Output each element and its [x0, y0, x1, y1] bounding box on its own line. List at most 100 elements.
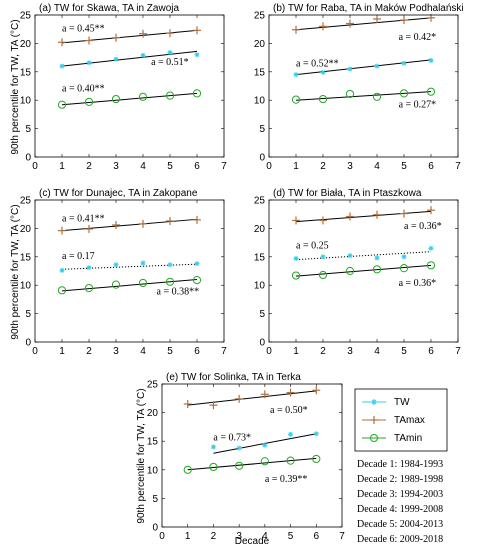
- y-tick-label: 15: [20, 67, 32, 78]
- slope-annotation: a = 0.51*: [151, 57, 189, 68]
- y-tick-label: 0: [152, 523, 158, 534]
- x-tick-label: 5: [167, 161, 173, 172]
- slope-annotation: a = 0.36*: [404, 221, 442, 232]
- point-tw: [374, 255, 380, 261]
- point-tamax: [400, 209, 408, 218]
- trend-line-tw: [295, 251, 432, 261]
- decade-item: Decade 6: 2009-2018: [357, 534, 443, 545]
- point-tamax: [166, 217, 174, 226]
- x-tick-label: 6: [428, 161, 434, 172]
- chart-title-a: (a) TW for Skawa, TA in Zawoja: [39, 3, 179, 14]
- point-tamin: [260, 457, 269, 466]
- point-tamax: [193, 215, 201, 224]
- x-tick-label: 7: [455, 161, 461, 172]
- point-tamax: [292, 25, 300, 34]
- y-tick-label: 5: [25, 309, 31, 320]
- point-tamax: [85, 224, 93, 233]
- point-tamax: [58, 38, 66, 47]
- y-tick-label: 20: [147, 408, 159, 419]
- trend-line-tamax: [295, 210, 432, 223]
- x-tick-label: 0: [32, 161, 38, 172]
- x-tick-label: 2: [86, 346, 92, 357]
- point-tw: [320, 254, 326, 260]
- y-tick-label: 0: [25, 338, 31, 349]
- point-tamax: [58, 226, 66, 235]
- point-tamax: [85, 36, 93, 45]
- point-tamin: [286, 456, 295, 465]
- chart-title-d: (d) TW for Biała, TA in Ptaszkowa: [273, 188, 422, 199]
- y-tick-label: 5: [259, 309, 265, 320]
- point-tamax: [373, 210, 381, 219]
- plot-frame-a: [34, 14, 225, 158]
- y-tick-label: 20: [254, 224, 266, 235]
- x-tick-label: 6: [194, 161, 200, 172]
- legend-entry-tamax: TAmax: [362, 415, 425, 426]
- decade-item: Decade 2: 1989-1998: [357, 474, 443, 485]
- point-tamax: [312, 386, 321, 395]
- point-tw: [313, 431, 319, 437]
- point-tamax: [209, 401, 218, 410]
- legend-label-tamin: TAmin: [394, 433, 422, 444]
- point-tamin: [372, 265, 382, 274]
- point-tamin: [84, 97, 94, 107]
- trend-line-tamin: [295, 91, 432, 101]
- point-tw: [59, 267, 65, 273]
- chart-panel-d: (d) TW for Biała, TA in Ptaszkowa 0 1 2 3 4 5 6…: [254, 188, 461, 357]
- point-tw: [288, 431, 294, 437]
- y-tick-label: 15: [147, 437, 159, 448]
- point-tamax: [346, 19, 354, 28]
- chart-title-c: (c) TW for Dunajec, TA in Zakopane: [39, 188, 198, 199]
- x-tick-label: 3: [347, 161, 353, 172]
- y-tick-label: 25: [254, 11, 266, 22]
- x-tick-label: 6: [428, 346, 434, 357]
- chart-title-e: (e) TW for Solinka, TA in Terka: [166, 372, 301, 383]
- slope-annotation: a = 0.50*: [270, 405, 308, 416]
- point-tamax: [319, 22, 327, 31]
- point-tamin: [345, 89, 355, 99]
- point-tamin: [318, 94, 328, 104]
- point-tamin: [345, 266, 355, 276]
- x-tick-label: 0: [159, 531, 165, 542]
- point-tamin: [372, 92, 382, 101]
- x-tick-label: 1: [59, 161, 65, 172]
- point-tamin: [165, 277, 175, 286]
- x-tick-label: 1: [293, 346, 299, 357]
- decade-item: Decade 4: 1999-2008: [357, 504, 443, 515]
- slope-annotation: a = 0.73*: [213, 433, 251, 444]
- y-tick-label: 25: [254, 196, 266, 207]
- chart-panel-e: (e) TW for Solinka, TA in Terka 0 1 2 3 4 5 6 7 0…: [147, 372, 345, 542]
- x-tick-label: 7: [221, 346, 227, 357]
- point-tw: [167, 262, 173, 268]
- xlabel-e: Decade: [235, 536, 270, 547]
- y-tick-label: 5: [259, 124, 265, 135]
- y-tick-label: 20: [20, 224, 32, 235]
- y-tick-label: 20: [20, 39, 32, 50]
- x-tick-label: 4: [262, 531, 268, 542]
- decade-item: Decade 5: 2004-2013: [357, 519, 443, 530]
- point-tw: [347, 66, 353, 72]
- trend-line-tamin: [61, 279, 198, 292]
- point-tw: [428, 57, 434, 63]
- y-tick-label: 25: [147, 380, 159, 391]
- y-tick-label: 10: [254, 96, 266, 107]
- decade-list: Decade 1: 1984-1993 Decade 2: 1989-1998 …: [357, 459, 443, 545]
- decade-item: Decade 3: 1994-2003: [357, 489, 443, 500]
- chart-panel-a: (a) TW for Skawa, TA in Zawoja 0 1 2 3 4 5 6 7 0 5…: [20, 3, 227, 172]
- point-tamin: [426, 261, 436, 270]
- x-tick-label: 7: [221, 161, 227, 172]
- point-tw: [401, 254, 407, 260]
- x-tick-label: 2: [86, 161, 92, 172]
- plot-frame-e: [161, 383, 343, 528]
- x-tick-label: 4: [374, 161, 380, 172]
- point-tamax: [112, 220, 120, 229]
- point-tamax: [260, 390, 269, 399]
- point-tamin: [138, 278, 148, 288]
- y-tick-label: 0: [259, 338, 265, 349]
- y-tick-label: 10: [20, 96, 32, 107]
- ylabel-a: 90th percentile for TW, TA (°C): [10, 19, 21, 154]
- trend-line-tamin: [187, 457, 317, 471]
- point-tamax: [139, 219, 147, 228]
- slope-annotation: a = 0.27*: [399, 100, 437, 111]
- legend-label-tw: TW: [394, 397, 410, 408]
- point-tw: [428, 245, 434, 251]
